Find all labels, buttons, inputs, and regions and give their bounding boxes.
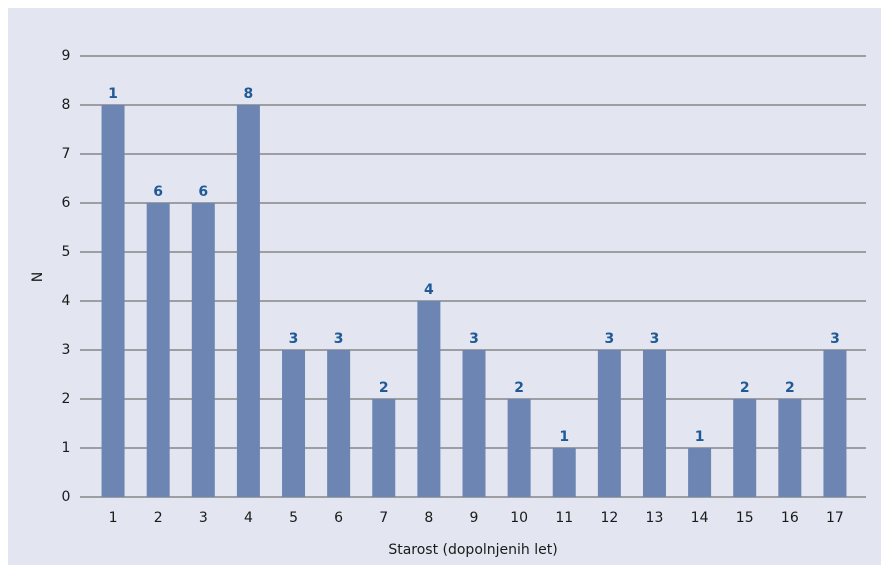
x-tick-label: 1 xyxy=(109,510,118,526)
y-axis-label: N xyxy=(30,272,46,282)
value-label: 1 xyxy=(695,429,705,445)
value-label: 3 xyxy=(334,331,344,347)
bar xyxy=(282,350,306,497)
y-tick-label: 1 xyxy=(62,440,71,456)
bar xyxy=(642,350,666,497)
y-tick-label: 3 xyxy=(62,342,71,358)
value-label: 2 xyxy=(785,380,795,396)
value-label: 3 xyxy=(650,331,660,347)
value-label: 3 xyxy=(469,331,479,347)
y-tick-label: 2 xyxy=(62,391,71,407)
value-label: 4 xyxy=(424,282,434,298)
bar xyxy=(417,301,441,497)
x-tick-label: 7 xyxy=(379,510,388,526)
value-label: 2 xyxy=(740,380,750,396)
x-tick-label: 11 xyxy=(555,510,573,526)
x-tick-label: 5 xyxy=(289,510,298,526)
value-label: 8 xyxy=(244,86,254,102)
bar xyxy=(191,203,215,497)
value-label: 3 xyxy=(604,331,614,347)
value-label: 2 xyxy=(514,380,524,396)
x-tick-label: 8 xyxy=(424,510,433,526)
y-tick-label: 6 xyxy=(62,195,71,211)
x-tick-label: 3 xyxy=(199,510,208,526)
bar xyxy=(552,448,576,497)
bar xyxy=(733,399,757,497)
bar xyxy=(101,105,125,497)
x-tick-label: 12 xyxy=(600,510,618,526)
bar xyxy=(327,350,351,497)
bar xyxy=(236,105,260,497)
bar xyxy=(372,399,396,497)
x-tick-label: 2 xyxy=(154,510,163,526)
bar xyxy=(688,448,712,497)
bar xyxy=(507,399,531,497)
x-tick-label: 13 xyxy=(646,510,664,526)
x-tick-label: 10 xyxy=(510,510,528,526)
x-tick-label: 15 xyxy=(736,510,754,526)
value-label: 1 xyxy=(559,429,569,445)
bar xyxy=(462,350,486,497)
value-label: 6 xyxy=(153,184,163,200)
value-label: 2 xyxy=(379,380,389,396)
bar xyxy=(146,203,170,497)
bar xyxy=(778,399,802,497)
x-tick-label: 17 xyxy=(826,510,844,526)
value-label: 6 xyxy=(198,184,208,200)
value-label: 3 xyxy=(289,331,299,347)
y-tick-label: 5 xyxy=(62,244,71,260)
bar xyxy=(597,350,621,497)
x-tick-label: 4 xyxy=(244,510,253,526)
x-tick-label: 14 xyxy=(691,510,709,526)
y-tick-label: 8 xyxy=(62,97,71,113)
y-tick-label: 0 xyxy=(62,489,71,505)
y-tick-label: 9 xyxy=(62,48,71,64)
value-label: 3 xyxy=(830,331,840,347)
y-tick-label: 7 xyxy=(62,146,71,162)
x-tick-label: 16 xyxy=(781,510,799,526)
y-tick-label: 4 xyxy=(62,293,71,309)
bar xyxy=(823,350,847,497)
x-axis-label: Starost (dopolnjenih let) xyxy=(388,542,557,558)
value-label: 1 xyxy=(108,86,118,102)
x-tick-label: 9 xyxy=(470,510,479,526)
x-tick-label: 6 xyxy=(334,510,343,526)
